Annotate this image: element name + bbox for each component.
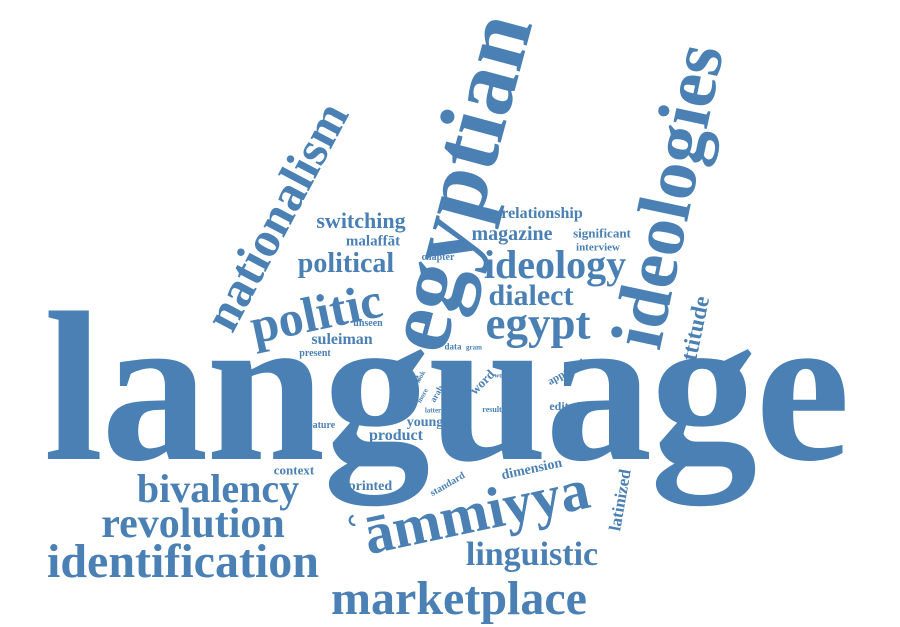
word-significant: significant	[573, 225, 631, 241]
word-bivalency: bivalency	[136, 466, 300, 511]
word-gram: gram	[466, 343, 482, 352]
word-ideology: ideology	[483, 242, 627, 287]
word-chapter: chapter	[421, 252, 455, 263]
word-present: present	[299, 348, 331, 359]
word-feature: feature	[304, 420, 336, 431]
word-printed: printed	[347, 479, 393, 494]
word-political: political	[297, 248, 395, 279]
word-malaffat: malaffāt	[345, 233, 401, 250]
word-suleiman: suleiman	[311, 331, 373, 348]
word-young: young	[406, 415, 444, 430]
word-switching: switching	[316, 208, 406, 233]
word-dialect: dialect	[488, 279, 574, 312]
word-marketplace: marketplace	[331, 572, 587, 625]
word-latter: latter	[424, 406, 442, 415]
word-product: product	[369, 427, 423, 444]
word-work: work	[494, 371, 510, 380]
word-identification: identification	[47, 535, 319, 588]
word-magazine: magazine	[471, 223, 553, 245]
word-edited: edited	[549, 399, 581, 413]
word-revolution: revolution	[101, 501, 285, 547]
word-unseen: unseen	[353, 318, 383, 329]
word-interview: interview	[576, 241, 620, 254]
word-context: context	[273, 462, 315, 478]
word-language: language	[43, 269, 850, 506]
word-linguistic: linguistic	[465, 536, 599, 573]
word-data: data	[444, 341, 462, 352]
word-relationship: relationship	[501, 205, 583, 222]
word-result: result	[482, 405, 502, 414]
word-egypt: egypt	[485, 298, 591, 349]
